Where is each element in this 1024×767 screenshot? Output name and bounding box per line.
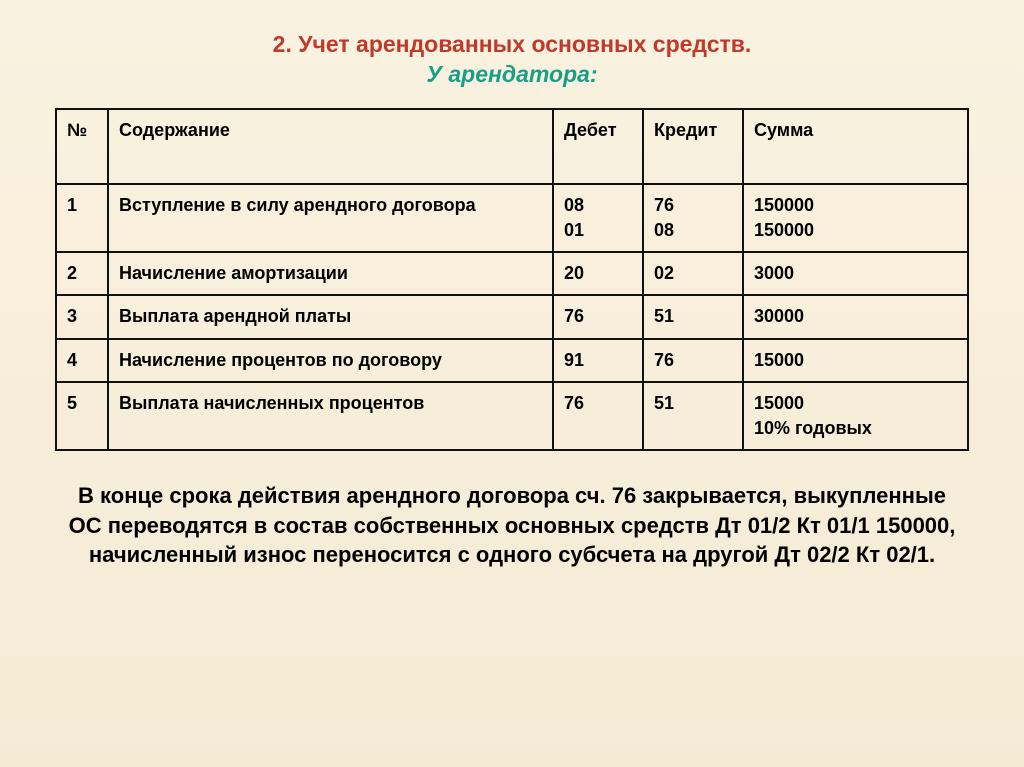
table-row: 5 Выплата начисленных процентов 76 51 15… (56, 382, 968, 450)
cell-debit: 08 01 (553, 184, 643, 252)
table-row: 1 Вступление в силу арендного договора 0… (56, 184, 968, 252)
cell-num: 3 (56, 295, 108, 338)
cell-desc: Выплата арендной платы (108, 295, 553, 338)
cell-num: 2 (56, 252, 108, 295)
cell-sum: 150000 150000 (743, 184, 968, 252)
cell-credit: 51 (643, 382, 743, 450)
header-sum: Сумма (743, 109, 968, 184)
cell-debit: 76 (553, 295, 643, 338)
cell-credit: 02 (643, 252, 743, 295)
cell-credit: 51 (643, 295, 743, 338)
header-debit: Дебет (553, 109, 643, 184)
cell-credit: 76 08 (643, 184, 743, 252)
cell-num: 5 (56, 382, 108, 450)
title-main: 2. Учет арендованных основных средств. (55, 30, 969, 60)
cell-sum: 3000 (743, 252, 968, 295)
cell-sum: 30000 (743, 295, 968, 338)
cell-desc: Начисление процентов по договору (108, 339, 553, 382)
table-row: 3 Выплата арендной платы 76 51 30000 (56, 295, 968, 338)
cell-credit: 76 (643, 339, 743, 382)
title-sub: У арендатора: (55, 60, 969, 90)
title-block: 2. Учет арендованных основных средств. У… (55, 30, 969, 90)
table-row: 2 Начисление амортизации 20 02 3000 (56, 252, 968, 295)
table-row: 4 Начисление процентов по договору 91 76… (56, 339, 968, 382)
cell-debit: 20 (553, 252, 643, 295)
cell-sum: 15000 10% годовых (743, 382, 968, 450)
cell-debit: 91 (553, 339, 643, 382)
cell-num: 4 (56, 339, 108, 382)
cell-sum: 15000 (743, 339, 968, 382)
cell-desc: Выплата начисленных процентов (108, 382, 553, 450)
cell-desc: Вступление в силу арендного договора (108, 184, 553, 252)
header-desc: Содержание (108, 109, 553, 184)
table-header-row: № Содержание Дебет Кредит Сумма (56, 109, 968, 184)
header-credit: Кредит (643, 109, 743, 184)
header-num: № (56, 109, 108, 184)
cell-num: 1 (56, 184, 108, 252)
cell-debit: 76 (553, 382, 643, 450)
accounting-table: № Содержание Дебет Кредит Сумма 1 Вступл… (55, 108, 969, 451)
cell-desc: Начисление амортизации (108, 252, 553, 295)
footer-paragraph: В конце срока действия арендного договор… (55, 481, 969, 570)
